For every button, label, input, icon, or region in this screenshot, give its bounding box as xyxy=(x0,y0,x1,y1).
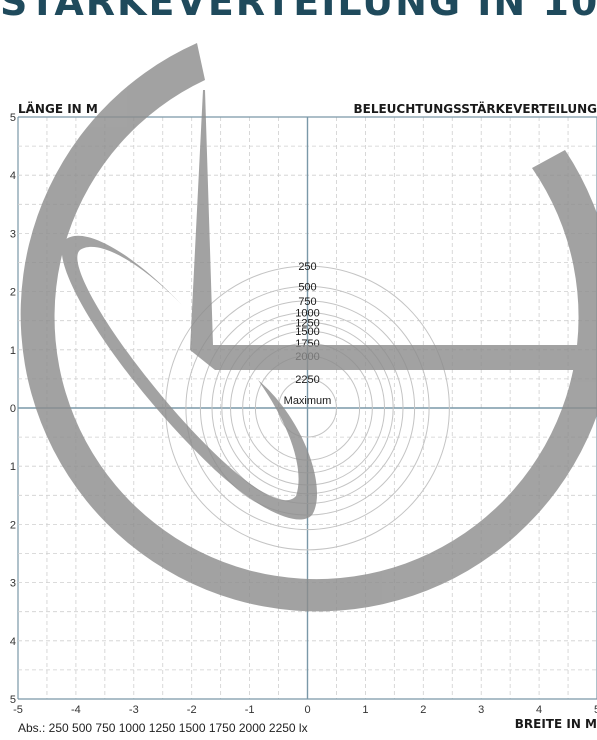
y-tick-label: 4 xyxy=(10,636,16,648)
x-tick-label: 1 xyxy=(362,704,368,716)
y-tick-label: 5 xyxy=(10,694,16,706)
x-tick-label: -2 xyxy=(187,704,197,716)
x-tick-label: -3 xyxy=(129,704,139,716)
y-tick-label: 1 xyxy=(10,345,16,357)
chart-title: BELEUCHTUNGSSTÄRKEVERTEILUNG xyxy=(353,101,597,116)
x-tick-label: 2 xyxy=(420,704,426,716)
isoline-label: 250 xyxy=(298,261,316,273)
y-tick-label: 2 xyxy=(10,287,16,299)
y-tick-label: 3 xyxy=(10,228,16,240)
y-tick-label: 5 xyxy=(10,112,16,124)
x-tick-label: 5 xyxy=(594,704,597,716)
x-tick-label: 4 xyxy=(536,704,542,716)
isolux-labels: 250500750100012501500175020002250Maximum xyxy=(284,261,332,407)
isoline-label: 1000 xyxy=(295,307,319,319)
isoline-label: 1250 xyxy=(295,317,319,329)
x-tick-label: -1 xyxy=(245,704,255,716)
y-axis-title: LÄNGE IN M xyxy=(18,101,98,116)
x-axis-title: BREITE IN M xyxy=(515,717,597,731)
maximum-label: Maximum xyxy=(284,395,332,407)
isoline-label: 1500 xyxy=(295,326,319,338)
tick-labels: -5 -4 -3 -2 -1 0 1 2 3 4 5 5 4 3 2 1 0 1 2 3 4 5 xyxy=(10,112,597,716)
isoline-label: 2250 xyxy=(295,374,319,386)
y-tick-label: 2 xyxy=(10,519,16,531)
x-tick-label: 0 xyxy=(304,704,310,716)
watermark-lambda xyxy=(190,90,597,370)
isoline-label: 750 xyxy=(298,296,316,308)
isoline-circle xyxy=(185,285,430,531)
x-tick-label: -5 xyxy=(13,704,23,716)
x-tick-label: -4 xyxy=(71,704,81,716)
abs-note: Abs.: 250 500 750 1000 1250 1500 1750 20… xyxy=(18,721,308,735)
y-tick-label: 3 xyxy=(10,578,16,590)
isoline-label: 500 xyxy=(298,281,316,293)
x-tick-label: 3 xyxy=(478,704,484,716)
y-tick-label: 4 xyxy=(10,170,16,182)
y-tick-label: 1 xyxy=(10,461,16,473)
banner-title: STÄRKEVERTEILUNG IN 10M A xyxy=(0,0,597,24)
y-tick-label: 0 xyxy=(10,403,16,415)
